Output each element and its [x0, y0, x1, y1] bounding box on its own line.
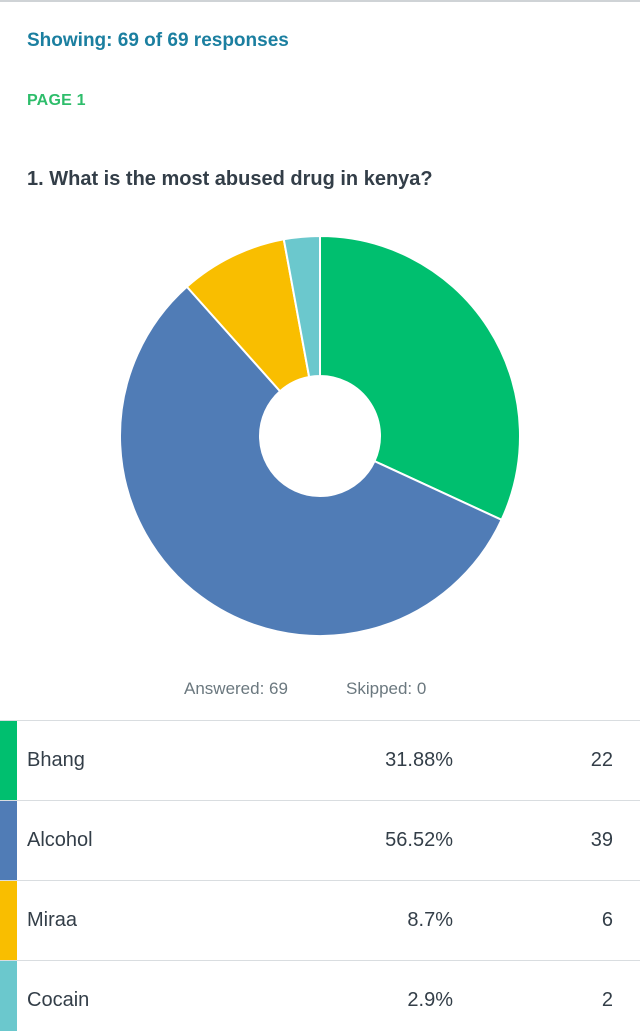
answered-count: Answered: 69: [184, 679, 288, 698]
color-swatch: [0, 721, 17, 800]
color-swatch: [0, 801, 17, 880]
pie-slice-cocain[interactable]: [282, 234, 321, 379]
color-swatch: [0, 881, 17, 960]
answer-percent: 56.52%: [385, 829, 453, 851]
color-swatch: [0, 961, 17, 1031]
question-title: 1. What is the most abused drug in kenya…: [27, 168, 433, 190]
pie-slice-alcohol[interactable]: [119, 285, 503, 637]
pie-slice-bhang[interactable]: [319, 234, 521, 522]
page-label: PAGE 1: [27, 92, 86, 109]
answer-label: Miraa: [27, 909, 78, 931]
answer-row-cocain: Cocain 2.9% 2: [0, 960, 640, 1031]
answer-table: Bhang 31.88% 22 Alcohol 56.52% 39 Miraa …: [0, 720, 640, 1031]
answer-row-alcohol: Alcohol 56.52% 39: [0, 800, 640, 880]
answer-count: 39: [590, 829, 613, 851]
responses-filter-link[interactable]: Showing: 69 of 69 responses: [27, 30, 289, 51]
answer-count: 22: [590, 749, 613, 771]
answer-percent: 2.9%: [407, 989, 453, 1011]
answer-percent: 31.88%: [385, 749, 453, 771]
answer-label: Alcohol: [27, 829, 93, 851]
donut-chart: [119, 234, 521, 637]
answer-count: 6: [601, 909, 613, 931]
answer-row-miraa: Miraa 8.7% 6: [0, 880, 640, 960]
answer-label: Bhang: [27, 749, 85, 771]
skipped-count: Skipped: 0: [346, 679, 427, 698]
answer-percent: 8.7%: [407, 909, 453, 931]
answer-row-bhang: Bhang 31.88% 22: [0, 720, 640, 800]
answer-count: 2: [601, 989, 613, 1011]
answer-label: Cocain: [27, 989, 90, 1011]
